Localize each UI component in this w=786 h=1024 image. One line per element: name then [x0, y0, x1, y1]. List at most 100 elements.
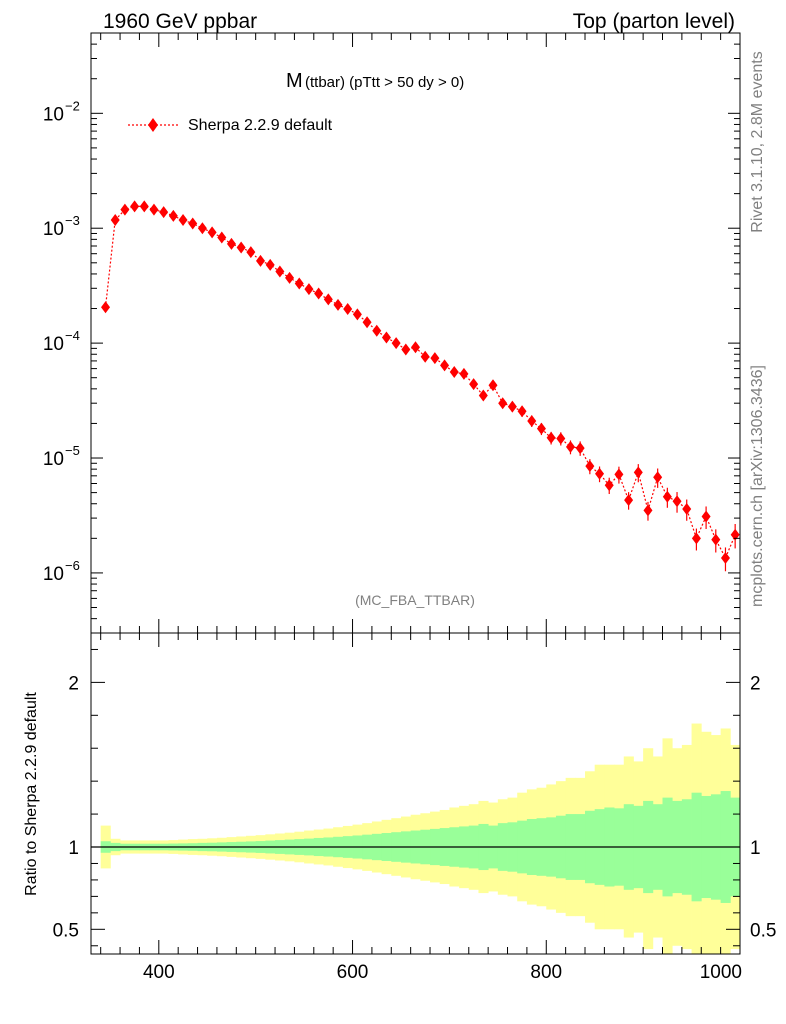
data-point: [381, 331, 391, 344]
main-axes: 10−610−510−410−310−2: [43, 32, 741, 634]
main-ytick-label-exp: −5: [65, 443, 80, 458]
mcplots-label: mcplots.cern.ch [arXiv:1306.3436]: [749, 365, 766, 607]
main-ytick-label: 10: [43, 219, 64, 240]
main-panel: 10−610−510−410−310−2 M (ttbar) (pTtt > 5…: [43, 32, 741, 634]
data-point: [120, 203, 130, 216]
data-point: [643, 504, 653, 517]
data-point: [604, 479, 614, 492]
main-ytick-label-exp: −3: [65, 213, 80, 228]
data-point: [459, 367, 469, 380]
ratio-ytick-label-right: 2: [750, 673, 761, 694]
data-point: [217, 231, 227, 244]
data-point: [498, 397, 508, 410]
data-point: [265, 258, 275, 271]
data-point: [730, 528, 740, 541]
data-point: [565, 440, 575, 453]
main-ytick-label: 10: [43, 449, 64, 470]
data-point: [226, 237, 236, 250]
main-ytick-label-exp: −4: [65, 328, 80, 343]
main-ytick-label: 10: [43, 564, 64, 585]
data-point: [256, 254, 266, 267]
data-point: [527, 414, 537, 427]
legend-marker: [148, 118, 158, 132]
data-point: [333, 298, 343, 311]
data-point: [517, 405, 527, 418]
legend: Sherpa 2.2.9 default: [128, 117, 333, 134]
data-point: [420, 350, 430, 363]
data-point: [110, 213, 120, 226]
data-point: [430, 352, 440, 365]
data-point: [411, 341, 420, 354]
data-point: [159, 206, 169, 219]
data-point: [304, 283, 314, 296]
data-point: [469, 378, 479, 391]
data-point: [720, 551, 730, 564]
main-ytick-label: 10: [43, 334, 64, 355]
data-point: [633, 466, 643, 479]
data-point: [391, 337, 401, 350]
data-point: [362, 316, 372, 329]
xtick-label: 600: [337, 962, 369, 983]
chart-title-main: M: [286, 70, 303, 92]
data-point: [595, 467, 605, 480]
data-point: [246, 246, 256, 259]
data-point: [149, 203, 159, 216]
xtick-label: 800: [530, 962, 562, 983]
data-point: [188, 217, 198, 230]
data-point: [275, 265, 285, 278]
data-point: [624, 494, 634, 507]
data-point: [314, 287, 324, 300]
series-line: [104, 205, 736, 560]
data-point: [168, 209, 178, 222]
ratio-ytick-label: 1: [68, 838, 79, 859]
data-point: [691, 532, 701, 545]
chart-title-sub: (ttbar) (pTtt > 50 dy > 0): [305, 74, 464, 91]
rivet-label: Rivet 3.1.10, 2.8M events: [749, 51, 766, 232]
ratio-ytick-label-right: 1: [750, 838, 761, 859]
ratio-ytick-label: 0.5: [53, 920, 79, 941]
data-point: [352, 308, 362, 321]
data-point: [672, 495, 682, 508]
data-point: [343, 303, 353, 316]
data-point: [372, 324, 382, 337]
data-point: [585, 460, 595, 473]
ratio-ytick-label: 2: [68, 673, 79, 694]
data-point: [178, 213, 188, 226]
data-point: [285, 271, 295, 284]
data-point: [701, 510, 711, 523]
data-point: [507, 400, 517, 413]
data-point: [653, 471, 663, 484]
main-data-layer: [101, 200, 740, 572]
data-point: [294, 277, 304, 290]
data-point: [711, 533, 721, 546]
data-point: [614, 468, 624, 481]
data-point: [236, 241, 246, 254]
data-point: [662, 490, 672, 503]
main-ytick-label-exp: −6: [65, 558, 80, 573]
data-point: [546, 431, 556, 444]
data-point: [323, 293, 333, 306]
data-point: [682, 503, 692, 516]
data-point: [101, 301, 111, 314]
data-point: [130, 200, 140, 213]
data-point: [139, 200, 149, 213]
xtick-label: 1000: [700, 962, 742, 983]
data-point: [401, 343, 411, 356]
data-point: [488, 379, 498, 392]
data-point: [207, 226, 217, 239]
ratio-ytick-label-right: 0.5: [750, 920, 776, 941]
legend-label: Sherpa 2.2.9 default: [188, 117, 333, 134]
ratio-axes: 0.5 0.5 1 1 2 2 400 600 800 1000: [53, 633, 776, 983]
ratio-panel: 0.5 0.5 1 1 2 2 400 600 800 1000 Ratio to Sherpa …: [23, 632, 776, 983]
data-point: [536, 422, 546, 435]
watermark: (MC_FBA_TTBAR): [355, 592, 475, 608]
main-ytick-label: 10: [43, 104, 64, 125]
data-point: [478, 389, 488, 402]
data-point: [449, 366, 459, 379]
header-left: 1960 GeV ppbar: [103, 10, 257, 33]
ratio-bands: [91, 723, 741, 954]
data-point: [575, 442, 585, 455]
header-right: Top (parton level): [573, 10, 735, 33]
data-point: [197, 222, 207, 235]
